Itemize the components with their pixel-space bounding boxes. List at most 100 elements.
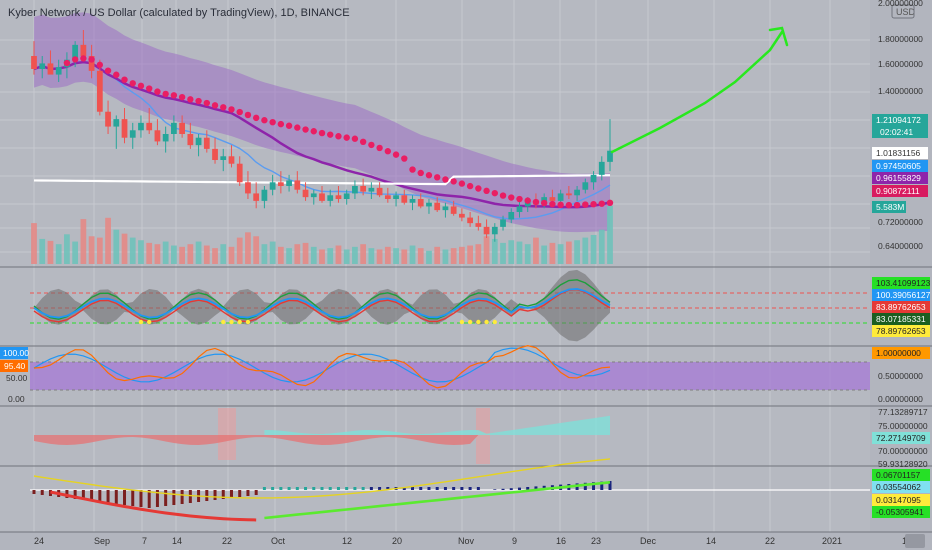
indicator-dot	[302, 126, 309, 133]
svg-text:5.583M: 5.583M	[876, 202, 904, 212]
indicator-dot	[310, 128, 317, 135]
indicator-dot	[327, 131, 334, 138]
ma-white-line	[33, 174, 611, 186]
volume-bar	[228, 246, 235, 264]
indicator-dot	[458, 180, 466, 187]
volume-bar	[113, 229, 120, 264]
candle-body	[319, 193, 325, 201]
svg-text:59.93128920: 59.93128920	[878, 459, 928, 469]
indicator-dot	[318, 129, 326, 137]
indicator-dot	[557, 201, 564, 209]
volume-bar	[146, 242, 153, 264]
candle-body	[310, 193, 317, 198]
volume-bar	[335, 245, 342, 264]
candle-body	[590, 174, 597, 183]
svg-text:0.00000000: 0.00000000	[878, 394, 923, 404]
svg-text:72.27149709: 72.27149709	[876, 433, 926, 443]
volume-bar	[607, 205, 613, 264]
histogram-bar	[501, 488, 505, 490]
svg-text:0.00: 0.00	[8, 394, 25, 404]
svg-text:0.97450605: 0.97450605	[876, 161, 921, 171]
volume-bar	[541, 245, 548, 264]
currency-label[interactable]: USD	[896, 7, 916, 17]
svg-text:22: 22	[765, 536, 775, 546]
histogram-bar	[164, 490, 168, 506]
volume-bar	[516, 241, 523, 264]
indicator-dot	[582, 201, 589, 208]
candle-body	[409, 199, 416, 203]
histogram-bar	[509, 488, 513, 490]
histogram-bar	[411, 487, 415, 490]
indicator-dot	[376, 144, 383, 152]
indicator-dot	[434, 174, 441, 181]
svg-text:77.13289717: 77.13289717	[878, 407, 928, 417]
currency-button[interactable]	[891, 4, 915, 19]
svg-text:1.00000000: 1.00000000	[876, 348, 921, 358]
candle-body	[277, 182, 284, 186]
indicator-dot	[516, 195, 523, 203]
volume-bar	[343, 249, 350, 264]
main-price-badges: 1.21094172 02:02:41 1.01831156 0.9745060…	[872, 114, 928, 213]
indicator-dot	[351, 135, 359, 142]
histogram-bar	[180, 490, 184, 504]
volume-bar	[500, 242, 506, 264]
svg-text:103.41099123: 103.41099123	[876, 278, 931, 288]
candle-body	[607, 150, 613, 162]
histogram-bar	[336, 487, 340, 490]
histogram-bar	[98, 490, 102, 502]
volume-bar	[129, 237, 136, 264]
histogram-bar	[427, 487, 431, 490]
ma-purple-line	[33, 60, 611, 209]
volume-bar	[524, 244, 531, 264]
svg-text:16: 16	[556, 536, 566, 546]
indicator-dot	[88, 56, 95, 63]
histogram-bar	[419, 487, 423, 490]
svg-text:0.06701157: 0.06701157	[876, 470, 921, 480]
svg-text:1.01831156: 1.01831156	[876, 148, 921, 158]
volume-bar	[245, 232, 251, 264]
settings-gear-icon[interactable]	[905, 534, 925, 548]
momentum-pane	[34, 408, 610, 464]
svg-text:0.03147095: 0.03147095	[876, 495, 921, 505]
indicator-dot	[63, 59, 71, 67]
candle-body	[352, 186, 358, 194]
indicator-dot	[508, 194, 515, 201]
svg-text:1.40000000: 1.40000000	[878, 86, 923, 96]
volume-bar	[55, 244, 62, 264]
indicator-dot	[524, 197, 531, 204]
histogram-bar	[246, 490, 250, 496]
volume-bar	[261, 244, 268, 264]
histogram-bar	[254, 490, 258, 495]
histogram-bar	[534, 486, 538, 490]
svg-text:Sep: Sep	[94, 536, 110, 546]
histogram-bar	[353, 487, 357, 490]
volume-bar	[138, 240, 144, 264]
volume-bar	[80, 219, 87, 264]
candle-body	[47, 63, 54, 75]
candle-body	[80, 44, 87, 56]
candle-body	[582, 182, 589, 190]
candle-body	[598, 161, 605, 175]
pink-dot-overlay	[63, 55, 614, 209]
candle-body	[360, 186, 367, 192]
histogram-bar	[517, 487, 521, 490]
volume-bar	[459, 246, 465, 264]
svg-text:2.00000000: 2.00000000	[878, 0, 923, 8]
indicator-dot	[137, 82, 145, 90]
volume-bar	[483, 236, 490, 264]
projection-arrow	[610, 30, 784, 154]
svg-text:12: 12	[342, 536, 352, 546]
candle-body	[261, 189, 268, 201]
indicator-dot	[178, 93, 186, 101]
histogram-bar	[114, 490, 118, 504]
svg-text:70.00000000: 70.00000000	[878, 446, 928, 456]
volume-bars	[31, 205, 613, 264]
svg-text:2021: 2021	[822, 536, 842, 546]
svg-text:100.39056127: 100.39056127	[876, 290, 931, 300]
svg-text:1.21094172: 1.21094172	[876, 115, 921, 125]
volume-bar	[310, 246, 317, 264]
svg-text:0.50000000: 0.50000000	[878, 371, 923, 381]
candle-body	[327, 195, 334, 201]
volume-bar	[549, 242, 556, 264]
